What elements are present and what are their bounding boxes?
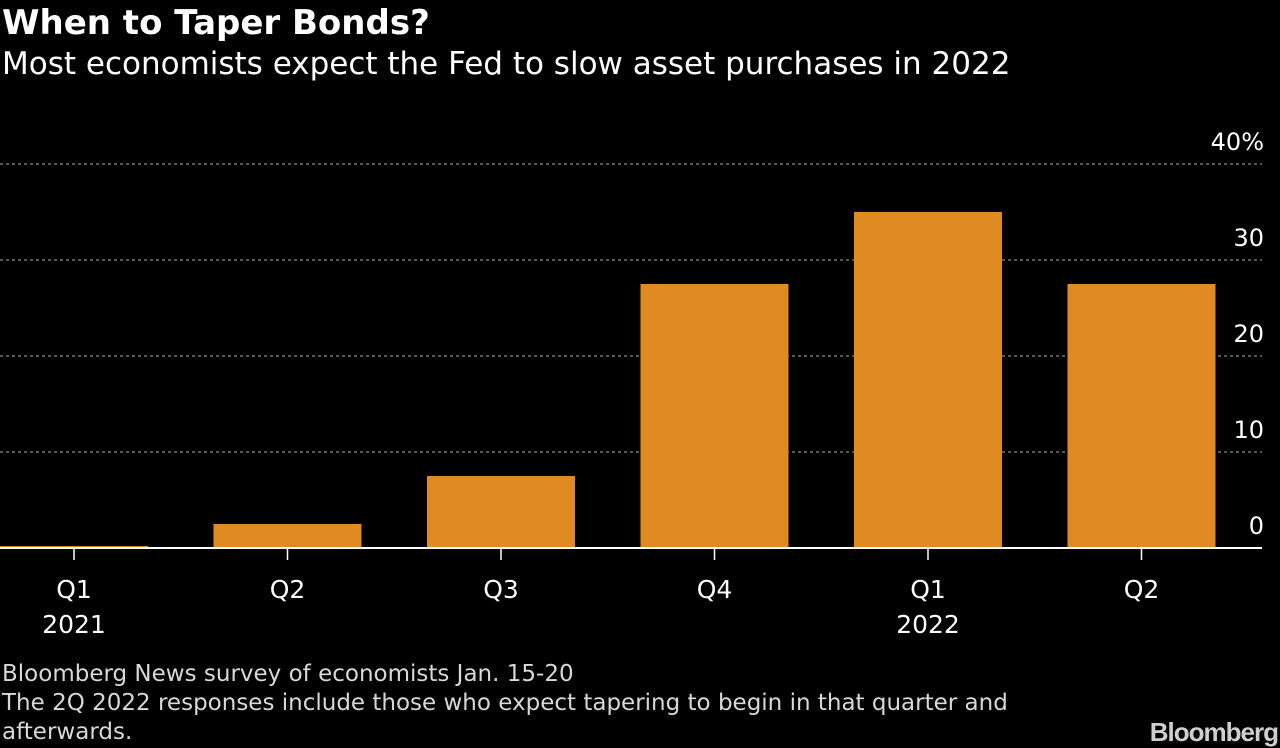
chart-subtitle: Most economists expect the Fed to slow a… xyxy=(2,46,1011,82)
y-tick-label: 0 xyxy=(1249,512,1264,540)
bar xyxy=(854,212,1002,548)
source-note: Bloomberg News survey of economists Jan.… xyxy=(2,661,574,687)
bar xyxy=(1067,284,1216,548)
bloomberg-logo: Bloomberg xyxy=(1149,717,1279,747)
x-tick-label: Q1 xyxy=(56,575,92,604)
y-tick-label: 20 xyxy=(1233,320,1264,348)
y-tick-label: 30 xyxy=(1233,224,1264,252)
bar xyxy=(427,476,575,548)
x-year-label: 2021 xyxy=(42,610,106,639)
x-year-label: 2022 xyxy=(896,610,960,639)
bar xyxy=(640,284,789,548)
chart-title: When to Taper Bonds? xyxy=(2,3,430,43)
x-tick-label: Q1 xyxy=(910,575,946,604)
x-tick-label: Q3 xyxy=(483,575,519,604)
x-tick-label: Q2 xyxy=(270,575,306,604)
bar xyxy=(213,524,362,548)
y-tick-label: 10 xyxy=(1233,416,1264,444)
x-tick-label: Q4 xyxy=(697,575,733,604)
x-tick-label: Q2 xyxy=(1124,575,1160,604)
y-tick-label: 40% xyxy=(1211,128,1264,156)
footnote: The 2Q 2022 responses include those who … xyxy=(2,690,1008,745)
